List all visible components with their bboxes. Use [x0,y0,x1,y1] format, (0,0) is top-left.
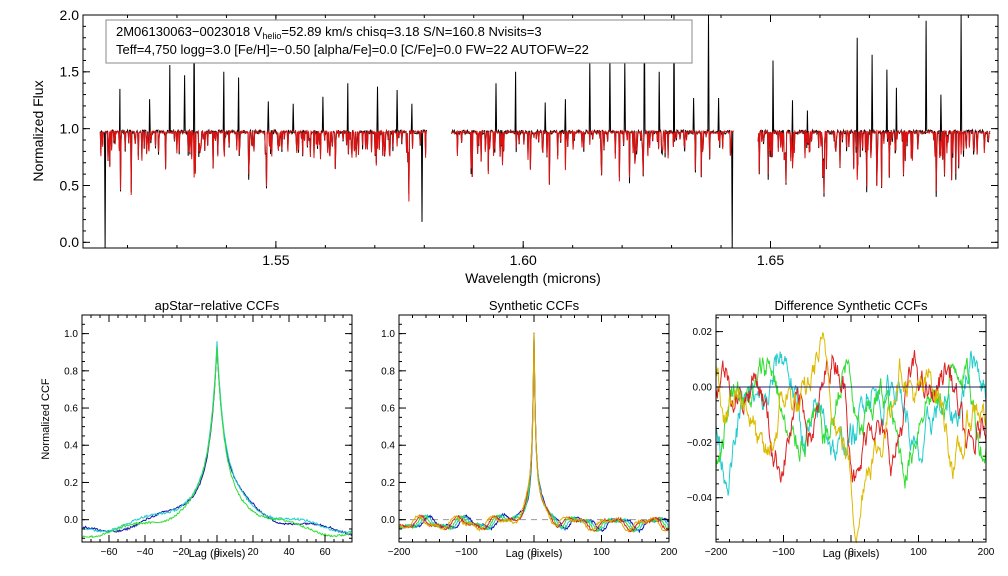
synthetic-ccf-ticks: −200 −100 0 100 200 0.0 0.2 0.4 0.6 0.8 1.0 [381,314,678,558]
spectrum-y-axis-label: Normalized Flux [30,80,46,181]
apstar-ccf-y-tick-label: 0.6 [64,404,78,415]
spectrum-annotation-box: 2M06130063−0023018 Vhelio=52.89 km/s chi… [105,19,693,64]
difference-ccf-panel: Difference Synthetic CCFs −200 −100 0 100 20… [687,298,995,560]
apstar-ccf-y-tick-label: 0.8 [64,366,78,377]
apstar-ccf-x-tick-label: 40 [283,547,295,558]
difference-ccf-line-4 [715,332,987,544]
apstar-ccf-panel: apStar−relative CCFs −60 −40 −20 0 20 40 60 0.0… [40,298,353,560]
apstar-ccf-x-tick-label: 0 [214,547,220,558]
apstar-ccf-y-tick-label: 0.4 [64,441,78,452]
spectrum-plot-area [99,14,991,249]
synthetic-ccf-plot-area [398,332,670,534]
synthetic-ccf-line-5 [398,333,670,533]
synthetic-ccf-title: Synthetic CCFs [489,298,580,313]
apstar-ccf-line-1 [81,346,353,537]
apstar-ccf-line-3 [81,347,353,539]
synthetic-ccf-y-tick-label: 0.6 [381,404,395,415]
spectrum-y-tick-label: 0.0 [60,234,80,250]
annotation-line-1: 2M06130063−0023018 Vhelio=52.89 km/s chi… [116,24,542,41]
spectrum-y-tick-label: 2.0 [60,7,80,23]
apstar-ccf-ticks: −60 −40 −20 0 20 40 60 0.0 0.2 0.4 0.6 0.8 1.0 [64,314,353,558]
synthetic-ccf-x-tick-label: 200 [661,547,678,558]
difference-ccf-ticks: −200 −100 0 100 200 0.02 0.00 −0.02 −0.04 [687,315,995,558]
synthetic-ccf-y-tick-label: 0.4 [381,441,395,452]
spectrum-ticks: 1.55 1.60 1.65 0.0 0.5 1.0 1.5 2.0 [60,7,998,268]
apstar-ccf-x-tick-label: 60 [319,547,331,558]
difference-ccf-plot-area [715,332,987,544]
synthetic-ccf-x-tick-label: −100 [455,547,478,558]
apstar-ccf-x-axis-label: Lag (pixels) [189,548,246,560]
apstar-ccf-x-tick-label: −60 [101,547,118,558]
synthetic-ccf-x-tick-label: −200 [388,547,411,558]
synthetic-ccf-y-tick-label: 0.2 [381,478,395,489]
annotation-line-1-end: =52.89 km/s chisq=3.18 S/N=160.8 Nvisits… [281,24,541,39]
synthetic-ccf-y-tick-label: 0.0 [381,515,395,526]
spectrum-panel: 1.55 1.60 1.65 0.0 0.5 1.0 1.5 2.0 2M06130063−0… [30,7,999,286]
spectrum-x-axis-label: Wavelength (microns) [465,270,601,286]
synthetic-ccf-x-tick-label: 0 [531,547,537,558]
spectrum-frame [82,14,999,249]
difference-ccf-x-tick-label: 0 [848,547,854,558]
difference-ccf-x-tick-label: −200 [705,547,728,558]
apstar-ccf-line-2 [81,341,353,534]
synthetic-ccf-line-3 [398,332,670,533]
synthetic-ccf-panel: Synthetic CCFs −200 −100 0 100 200 0.0 0.2 0.4 0… [381,298,678,560]
spectrum-model-line-chip-2 [451,129,734,185]
apstar-ccf-y-tick-label: 1.0 [64,329,78,340]
difference-ccf-title: Difference Synthetic CCFs [775,298,928,313]
apstar-ccf-y-axis-label: Normalized CCF [40,378,52,460]
annotation-line-1-subscript: helio [262,31,281,41]
synthetic-ccf-y-tick-label: 1.0 [381,329,395,340]
spectrum-model-line-chip-1 [99,129,428,202]
spectrum-x-tick-label: 1.55 [262,252,289,268]
difference-ccf-y-tick-label: −0.02 [687,438,713,449]
difference-ccf-line-3 [715,350,987,483]
annotation-box-frame [105,19,693,64]
apstar-ccf-x-tick-label: −20 [173,547,190,558]
synthetic-ccf-x-axis-label: Lag (pixels) [506,548,563,560]
synthetic-ccf-x-tick-label: 100 [593,547,610,558]
difference-ccf-y-tick-label: −0.04 [687,493,713,504]
spectrum-x-tick-label: 1.60 [510,252,537,268]
apstar-ccf-title: apStar−relative CCFs [155,298,280,313]
difference-ccf-x-tick-label: −100 [772,547,795,558]
difference-ccf-y-tick-label: 0.02 [693,327,713,338]
apstar-ccf-y-tick-label: 0.0 [64,515,78,526]
annotation-line-2: Teff=4,750 logg=3.0 [Fe/H]=−0.50 [alpha/… [116,42,589,57]
difference-ccf-y-tick-label: 0.00 [693,382,713,393]
synthetic-ccf-y-tick-label: 0.8 [381,366,395,377]
apstar-ccf-y-tick-label: 0.2 [64,478,78,489]
apstar-ccf-x-tick-label: −40 [137,547,154,558]
spectrum-y-tick-label: 1.5 [60,64,80,80]
difference-ccf-x-tick-label: 200 [978,547,995,558]
spectrum-y-tick-label: 0.5 [60,177,80,193]
spectrum-y-tick-label: 1.0 [60,121,80,137]
annotation-line-1-start: 2M06130063−0023018 V [116,24,263,39]
difference-ccf-x-axis-label: Lag (pixels) [823,548,880,560]
spectrum-model-line-chip-3 [757,129,991,194]
difference-ccf-x-tick-label: 100 [910,547,927,558]
apstar-ccf-x-tick-label: 20 [247,547,259,558]
synthetic-ccf-line-4 [398,332,670,533]
spectrum-x-tick-label: 1.65 [757,252,784,268]
apstar-ccf-plot-area [81,341,353,539]
